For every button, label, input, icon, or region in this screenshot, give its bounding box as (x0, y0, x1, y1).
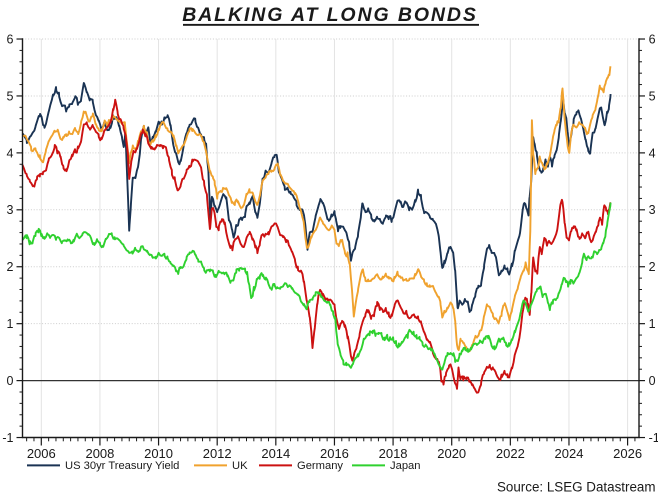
svg-text:-1: -1 (2, 431, 13, 445)
svg-text:4: 4 (649, 146, 656, 160)
svg-text:2022: 2022 (496, 446, 525, 461)
svg-text:2018: 2018 (379, 446, 408, 461)
svg-text:6: 6 (7, 32, 14, 46)
svg-text:5: 5 (7, 89, 14, 103)
svg-text:3: 3 (7, 203, 14, 217)
svg-text:Japan: Japan (390, 460, 420, 472)
svg-text:2016: 2016 (320, 446, 349, 461)
svg-text:2006: 2006 (27, 446, 56, 461)
svg-text:BALKING AT LONG BONDS: BALKING AT LONG BONDS (182, 4, 478, 26)
svg-text:2020: 2020 (437, 446, 466, 461)
svg-text:-1: -1 (649, 431, 658, 445)
svg-text:1: 1 (649, 317, 656, 331)
svg-text:2: 2 (7, 260, 14, 274)
svg-text:4: 4 (7, 146, 14, 160)
svg-text:2024: 2024 (555, 446, 584, 461)
svg-text:2014: 2014 (261, 446, 290, 461)
svg-text:5: 5 (649, 89, 656, 103)
svg-text:2012: 2012 (203, 446, 232, 461)
svg-text:2026: 2026 (613, 446, 642, 461)
svg-text:UK: UK (232, 460, 248, 472)
svg-text:US 30yr Treasury Yield: US 30yr Treasury Yield (65, 460, 179, 472)
svg-text:0: 0 (7, 374, 14, 388)
svg-text:Source: LSEG Datastream: Source: LSEG Datastream (497, 480, 656, 495)
svg-text:6: 6 (649, 32, 656, 46)
svg-text:2: 2 (649, 260, 656, 274)
svg-text:2010: 2010 (144, 446, 173, 461)
svg-text:0: 0 (649, 374, 656, 388)
svg-text:2008: 2008 (85, 446, 114, 461)
svg-text:1: 1 (7, 317, 14, 331)
svg-text:3: 3 (649, 203, 656, 217)
svg-text:Germany: Germany (297, 460, 343, 472)
